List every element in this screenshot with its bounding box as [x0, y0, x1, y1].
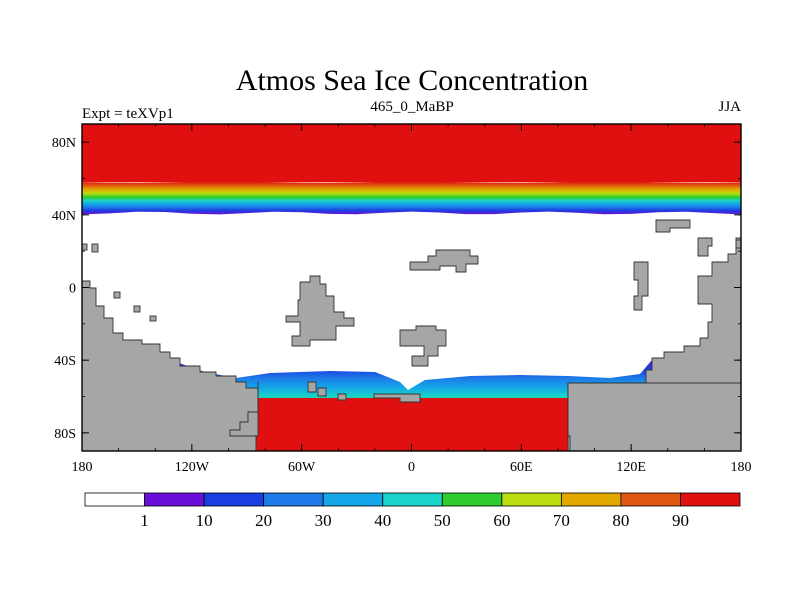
- x-tick-label: 120W: [175, 460, 210, 475]
- y-tick-label: 40S: [54, 354, 76, 369]
- y-tick-label: 80S: [54, 427, 76, 442]
- y-tick-label: 40N: [52, 209, 76, 224]
- colorbar-label: 90: [672, 511, 689, 530]
- colorbar-label: 10: [196, 511, 213, 530]
- east-island-tall: [633, 261, 649, 311]
- colorbar: 1 10 20 30 40 50 60 70 80 90: [84, 492, 741, 530]
- islet-3: [113, 291, 121, 299]
- land-masses: [82, 219, 741, 451]
- y-tick-label: 0: [69, 282, 76, 297]
- north-ice-gradient-band: [82, 181, 741, 215]
- x-tick-label: 60W: [288, 460, 316, 475]
- colorbar-swatch: [620, 492, 681, 507]
- colorbar-swatch: [144, 492, 205, 507]
- islet-5: [149, 315, 157, 322]
- x-tick-label: 180: [731, 460, 752, 475]
- north-island-center: [409, 249, 479, 273]
- colorbar-swatch: [84, 492, 145, 507]
- chart-title: Atmos Sea Ice Concentration: [236, 64, 588, 97]
- mid-continent-west: [285, 275, 355, 347]
- colorbar-swatch: [441, 492, 503, 507]
- colorbar-swatch: [203, 492, 265, 507]
- colorbar-label: 50: [434, 511, 451, 530]
- southern-islet-mid: [317, 387, 327, 397]
- islet-1: [82, 243, 88, 251]
- southern-islet-east: [337, 393, 347, 401]
- colorbar-label: 1: [140, 511, 149, 530]
- islet-6: [735, 239, 741, 249]
- colorbar-label: 60: [493, 511, 510, 530]
- southern-ice-core: [232, 398, 568, 451]
- north-ice-full-cover: [82, 124, 741, 183]
- gondwana-block: [229, 382, 259, 437]
- colorbar-swatch: [560, 492, 622, 507]
- experiment-label: Expt = teXVp1: [82, 106, 174, 122]
- x-tick-label: 180: [72, 460, 93, 475]
- east-antarctic-land: [567, 382, 741, 451]
- northeast-island: [655, 219, 691, 233]
- colorbar-swatch: [680, 492, 741, 507]
- colorbar-swatch: [322, 492, 384, 507]
- colorbar-label: 30: [315, 511, 332, 530]
- southern-islet-west: [307, 381, 317, 393]
- season-label: JJA: [718, 99, 741, 115]
- colorbar-swatch: [382, 492, 443, 507]
- islet-4: [133, 305, 141, 313]
- x-tick-label: 120E: [616, 460, 646, 475]
- islet-2: [91, 243, 99, 253]
- colorbar-label: 20: [255, 511, 272, 530]
- colorbar-label: 40: [374, 511, 391, 530]
- map-panel: 180 120W 60W 0 60E 120E 180 80N 40N 0 40S 80S: [52, 123, 752, 475]
- x-tick-label: 60E: [510, 460, 533, 475]
- colorbar-label: 70: [553, 511, 570, 530]
- southern-shelf: [373, 393, 421, 403]
- x-tick-label: 0: [408, 460, 415, 475]
- colorbar-swatch: [263, 492, 324, 507]
- x-axis: 180 120W 60W 0 60E 120E 180: [72, 124, 752, 475]
- y-tick-label: 80N: [52, 136, 76, 151]
- colorbar-label: 80: [612, 511, 629, 530]
- colorbar-swatch: [501, 492, 562, 507]
- time-label: 465_0_MaBP: [370, 99, 453, 115]
- mid-continent-center: [399, 325, 447, 367]
- east-islet: [697, 237, 713, 257]
- y-axis: 80N 40N 0 40S 80S: [52, 136, 741, 442]
